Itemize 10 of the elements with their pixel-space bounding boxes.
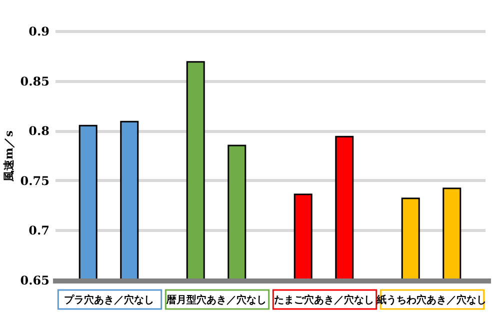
- y-tick-label: 0.9: [28, 24, 50, 38]
- y-axis-title: 風速m／s: [2, 130, 16, 182]
- y-tick-label: 0.8: [28, 124, 50, 138]
- x-tick-label: 暦月型穴あき／穴なし: [165, 294, 266, 306]
- y-tick-label: 0.85: [20, 74, 50, 88]
- y-tick-label: 0.65: [20, 274, 50, 288]
- y-tick-label: 0.75: [20, 174, 50, 188]
- x-tick-label: プラ穴あき／穴なし: [64, 294, 154, 306]
- x-tick-label: たまご穴あき／穴なし: [274, 294, 374, 306]
- y-tick-label: 0.7: [28, 224, 50, 238]
